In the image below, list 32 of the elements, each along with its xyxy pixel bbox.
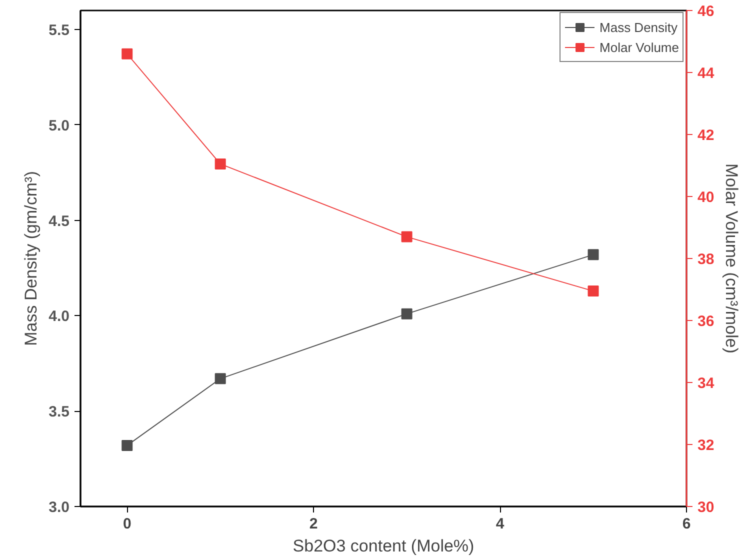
y2-tick-label: 32 [698, 437, 714, 454]
y-tick-label: 5.0 [48, 117, 70, 134]
legend-label: Mass Density [600, 20, 678, 34]
y-tick-label: 3.0 [48, 499, 70, 516]
x-tick-label: 0 [122, 516, 132, 532]
x-axis-title: Sb2O3 content (Mole%) [292, 536, 474, 556]
y2-tick-label: 46 [698, 3, 714, 20]
point [401, 231, 412, 242]
x-tick-label: 6 [682, 516, 691, 532]
y2-tick-label: 38 [698, 251, 714, 268]
point [401, 308, 412, 320]
x-tick-label: 2 [309, 516, 318, 532]
y2-tick-label: 30 [698, 499, 714, 516]
legend-label: Molar Volume [600, 40, 679, 54]
y2-tick-label: 42 [698, 127, 714, 144]
point [122, 48, 133, 60]
x-tick-label: 4 [496, 516, 505, 532]
y-tick-label: 3.5 [48, 404, 70, 421]
point [122, 440, 133, 451]
y2-tick-label: 36 [698, 313, 714, 330]
y2-tick-label: 34 [698, 375, 715, 392]
y2-axis-title: Molar Volume (cm³/mole) [722, 164, 742, 354]
y2-tick-label: 44 [698, 65, 715, 82]
y-tick-label: 4.5 [48, 212, 70, 230]
y2-tick-label: 40 [698, 189, 714, 206]
point [214, 158, 226, 170]
y-tick-label: 5.5 [48, 22, 70, 40]
point [214, 373, 226, 384]
y-axis-title: Mass Density (gm/cm³) [22, 171, 41, 346]
y-tick-label: 4.0 [48, 308, 70, 326]
point [588, 286, 599, 297]
point [588, 249, 599, 260]
